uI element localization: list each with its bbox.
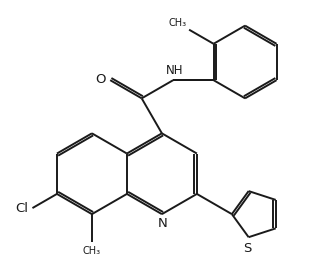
Text: S: S: [243, 242, 252, 256]
Text: CH₃: CH₃: [169, 18, 187, 28]
Text: N: N: [158, 217, 167, 230]
Text: NH: NH: [166, 64, 183, 77]
Text: CH₃: CH₃: [83, 247, 101, 256]
Text: O: O: [95, 73, 105, 86]
Text: Cl: Cl: [15, 202, 28, 215]
